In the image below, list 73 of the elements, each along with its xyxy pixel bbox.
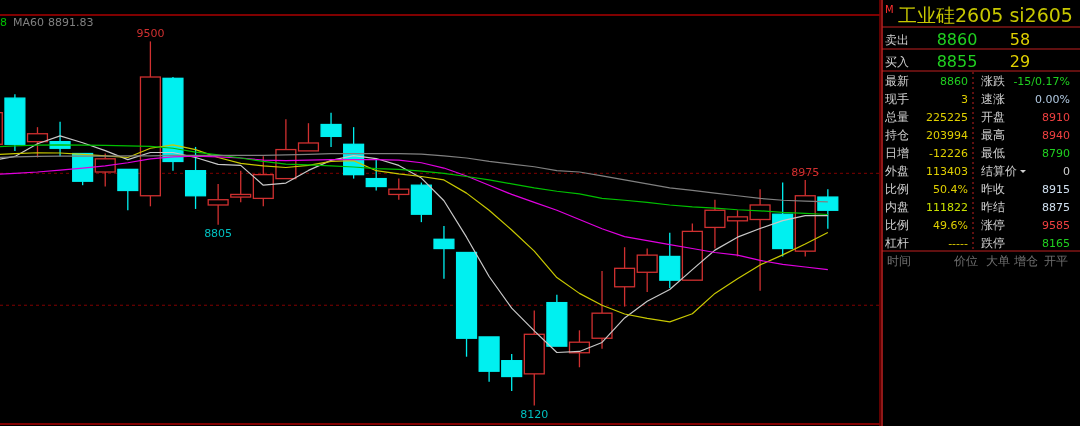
text: 8940 — [1042, 129, 1070, 142]
candlestick — [591, 270, 613, 350]
text: 总量 — [884, 110, 909, 124]
text: 现手 — [885, 92, 909, 106]
candlestick — [546, 294, 568, 347]
annotation: 9500 — [136, 27, 165, 41]
text: 比例 — [885, 182, 909, 196]
text: 涨跌 — [981, 74, 1005, 88]
text: 开盘 — [981, 110, 1005, 124]
text: 225225 — [926, 111, 968, 124]
text: 0 — [1063, 165, 1070, 178]
text: 8860 — [936, 30, 978, 49]
text: 8165 — [1042, 237, 1070, 250]
text: 58 — [1009, 30, 1031, 49]
annotation: 8891.83 — [48, 16, 94, 29]
text: 时间 — [887, 254, 911, 268]
text: 价位 — [953, 254, 978, 268]
candlestick — [433, 225, 455, 280]
candlestick — [455, 251, 478, 358]
text: 最高 — [981, 128, 1005, 142]
candlestick — [614, 246, 636, 308]
text: 昨结 — [981, 200, 1005, 214]
text: 开平 — [1044, 254, 1068, 268]
text: 8855 — [936, 52, 978, 71]
text: 涨停 — [981, 218, 1005, 232]
text: 杠杆 — [884, 236, 909, 250]
text: 最低 — [981, 146, 1005, 160]
text: -12226 — [929, 147, 968, 160]
text: 8790 — [1042, 147, 1070, 160]
text: 203994 — [926, 129, 968, 142]
text: 日增 — [885, 146, 909, 160]
text: ----- — [948, 237, 969, 250]
candlestick — [749, 188, 771, 292]
text: 卖出 — [885, 33, 909, 47]
candlestick — [207, 183, 229, 226]
text: 8860 — [940, 75, 968, 88]
annotation: 8975 — [791, 165, 820, 179]
text: 29 — [1009, 52, 1031, 71]
text: 昨收 — [981, 182, 1005, 196]
text: 8910 — [1042, 111, 1070, 124]
text: 0.00% — [1035, 93, 1070, 106]
text: -15/0.17% — [1013, 75, 1070, 88]
text: 9585 — [1042, 219, 1070, 232]
text: 跌停 — [981, 236, 1005, 250]
text: 113403 — [926, 165, 968, 178]
text: 比例 — [885, 218, 909, 232]
candlestick — [162, 77, 184, 172]
text: 3 — [961, 93, 968, 106]
text: 工业硅2605 si2605 — [898, 4, 1073, 26]
candlestick — [297, 122, 320, 152]
text: 最新 — [885, 74, 909, 88]
text: 外盘 — [885, 164, 909, 178]
annotation: 8120 — [520, 407, 549, 421]
text: 8915 — [1042, 183, 1070, 196]
text: 增仓 — [1013, 254, 1038, 268]
annotation: 8 — [0, 16, 7, 29]
text: 49.6% — [933, 219, 968, 232]
candlestick — [320, 111, 342, 148]
candlestick — [4, 93, 26, 152]
candlestick — [523, 309, 545, 407]
candlestick — [117, 168, 139, 211]
text: M — [885, 4, 894, 15]
text: 持仓 — [885, 128, 909, 142]
text: 内盘 — [885, 200, 909, 214]
text: 速涨 — [981, 92, 1005, 106]
text: 111822 — [926, 201, 968, 214]
text: 大单 — [986, 254, 1010, 268]
text: 8875 — [1042, 201, 1070, 214]
text: MA60 — [13, 16, 45, 29]
text: 50.4% — [933, 183, 968, 196]
text: 买入 — [885, 55, 909, 69]
annotation: 8805 — [204, 226, 233, 240]
text: 结算价 — [981, 164, 1017, 178]
